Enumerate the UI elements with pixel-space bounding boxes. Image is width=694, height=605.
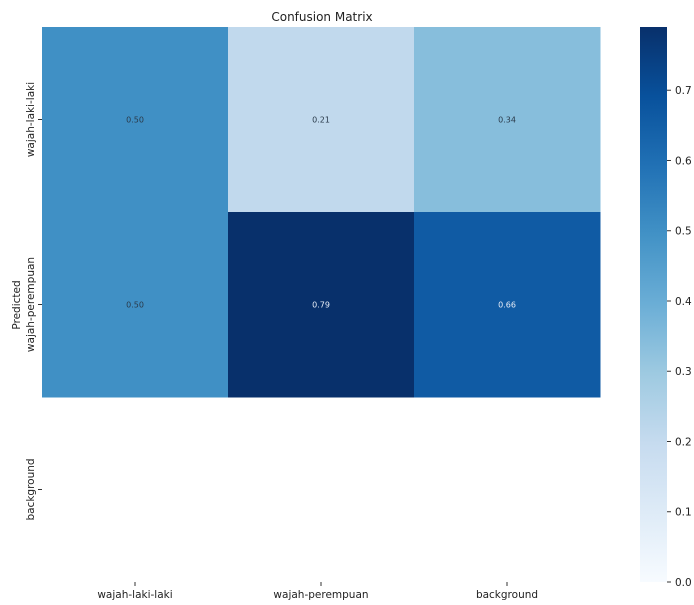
y-tick-label: background [25,458,37,520]
y-tick-label: wajah-perempuan [25,257,37,352]
x-tick-label: wajah-perempuan [273,589,368,601]
y-axis-label: Predicted [11,280,23,329]
heatmap-cell [42,212,229,398]
colorbar-tick-label: 0.0 [675,577,692,589]
cell-value-label: 0.66 [498,301,516,310]
heatmap-cell-labels: 0.50 0.21 0.34 0.50 0.79 0.66 [126,116,516,310]
colorbar-tick-label: 0.2 [675,436,692,448]
heatmap-cells [42,27,601,398]
x-tick-label: background [476,589,538,601]
colorbar-tick-label: 0.3 [675,366,692,378]
cell-value-label: 0.21 [312,116,330,125]
colorbar-tick-label: 0.1 [675,507,692,519]
heatmap-cell [42,27,229,213]
heatmap-cell [414,27,601,213]
colorbar-tick-label: 0.5 [675,226,692,238]
cell-value-label: 0.50 [126,301,144,310]
colorbar-tick-label: 0.4 [675,296,692,308]
colorbar [640,27,667,582]
chart-title: Confusion Matrix [271,10,372,24]
cell-value-label: 0.34 [498,116,516,125]
y-axis-ticks: wajah-laki-laki wajah-perempuan background [25,82,42,521]
heatmap-cell [228,27,415,213]
colorbar-tick-label: 0.7 [675,85,692,97]
cell-value-label: 0.79 [312,301,330,310]
x-axis-ticks: wajah-laki-laki wajah-perempuan background [97,582,538,601]
heatmap-cell [414,212,601,398]
colorbar-tick-label: 0.6 [675,155,692,167]
y-tick-label: wajah-laki-laki [25,82,37,157]
heatmap-cell [228,212,415,398]
colorbar-ticks: 0.0 0.1 0.2 0.3 0.4 0.5 0.6 0.7 [667,85,692,589]
cell-value-label: 0.50 [126,116,144,125]
x-tick-label: wajah-laki-laki [97,589,172,601]
